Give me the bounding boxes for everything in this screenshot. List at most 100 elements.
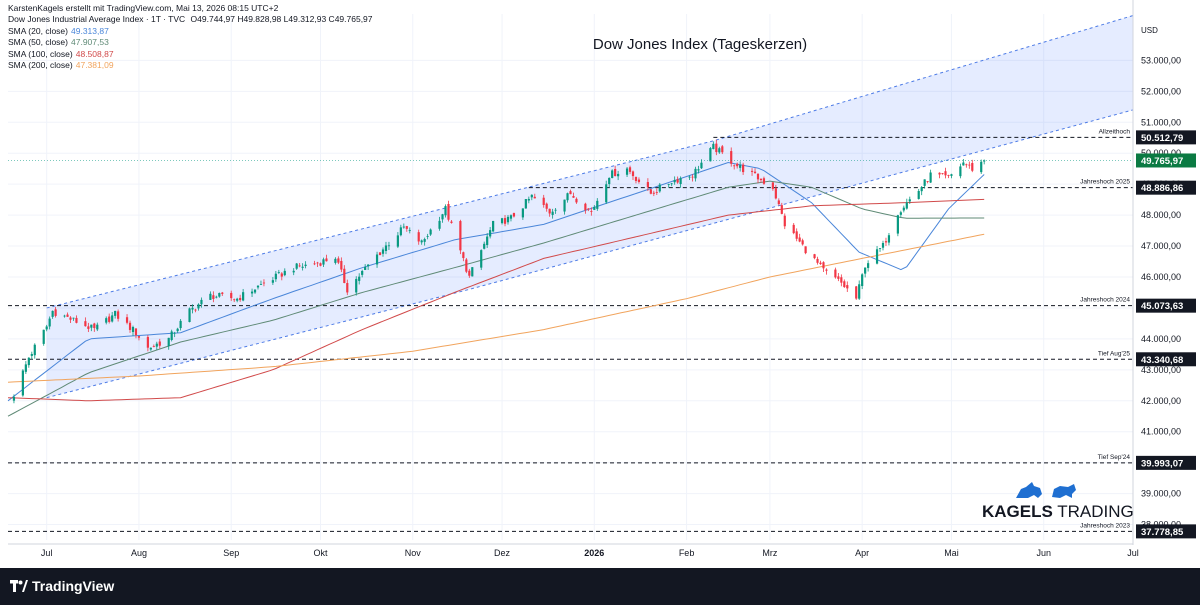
price-axis-bg: [1133, 0, 1200, 568]
level-price-label: 37.778,85: [1141, 527, 1184, 538]
candle: [759, 178, 763, 183]
candle: [426, 233, 429, 240]
candle: [489, 227, 492, 239]
candle: [84, 317, 87, 327]
candle-body: [941, 173, 944, 175]
candle-body: [117, 311, 120, 319]
candle: [152, 344, 155, 348]
candle: [459, 219, 462, 255]
candle: [846, 281, 849, 292]
candle: [12, 394, 16, 404]
candle-body: [905, 202, 908, 209]
tradingview-logo[interactable]: TradingView: [10, 578, 114, 594]
candle-body: [167, 337, 170, 347]
candle: [679, 176, 682, 188]
candle: [605, 180, 608, 204]
candle-body: [149, 347, 152, 350]
candle: [524, 198, 527, 209]
candle: [896, 214, 899, 237]
candle: [194, 308, 197, 313]
candle: [593, 205, 596, 210]
indicator-sma50[interactable]: SMA (50, close) 47.907,53: [8, 37, 373, 48]
candle: [179, 319, 182, 331]
last-price-tag: [1136, 153, 1196, 168]
candle: [733, 164, 736, 170]
candle: [980, 159, 983, 174]
candle: [899, 210, 902, 218]
indicator-label: SMA (100, close): [8, 48, 73, 59]
level-price-tag: [1136, 130, 1196, 145]
y-tick-label: 46.000,00: [1141, 272, 1181, 282]
y-tick-label: 39.000,00: [1141, 489, 1181, 499]
candle-body: [313, 263, 316, 265]
candle-body: [920, 187, 923, 192]
candle-body: [137, 336, 141, 338]
candle-body: [971, 162, 974, 171]
indicator-sma20[interactable]: SMA (20, close) 49.313,87: [8, 26, 373, 37]
candle-body: [486, 236, 489, 246]
candle-body: [218, 292, 221, 297]
candle: [655, 188, 658, 196]
candle: [51, 310, 54, 319]
candle-body: [795, 231, 798, 239]
candle: [917, 188, 920, 200]
candle-body: [548, 208, 551, 214]
candle-body: [524, 199, 527, 209]
candle: [867, 260, 870, 272]
indicator-sma200[interactable]: SMA (200, close) 47.381,09: [8, 60, 373, 71]
level-price-tag: [1136, 352, 1196, 367]
candle-body: [792, 224, 795, 234]
candle-body: [667, 184, 670, 185]
candle: [617, 170, 620, 181]
x-tick-label: Feb: [679, 548, 695, 558]
candle-body: [500, 218, 504, 224]
candle: [944, 167, 947, 179]
symbol-name[interactable]: Dow Jones Industrial Average Index · 1T …: [8, 14, 186, 25]
currency-label: USD: [1141, 26, 1158, 35]
candle: [233, 298, 236, 303]
candle-body: [215, 296, 218, 298]
candle: [649, 188, 652, 195]
candle-body: [774, 188, 777, 199]
candle: [637, 177, 641, 184]
candle: [884, 237, 888, 247]
candle: [887, 232, 891, 246]
trend-channel-lower: [46, 109, 1134, 399]
candle-body: [93, 323, 96, 329]
candle: [176, 327, 179, 333]
candle-body: [631, 171, 635, 177]
candle-body: [375, 254, 379, 265]
candle: [822, 261, 825, 272]
candle: [792, 223, 795, 235]
candle-body: [861, 274, 864, 287]
candle-body: [902, 207, 905, 211]
candle-body: [417, 232, 420, 242]
candle-body: [673, 180, 676, 183]
candle: [521, 208, 524, 220]
candle: [503, 215, 507, 227]
indicator-sma100[interactable]: SMA (100, close) 48.508,87: [8, 49, 373, 60]
candle-body: [700, 162, 703, 169]
x-tick-label: 2026: [584, 548, 604, 558]
candle-body: [617, 173, 620, 177]
candle-body: [280, 273, 283, 277]
candle: [471, 267, 474, 277]
candle: [694, 166, 697, 182]
price-chart[interactable]: Allzeithoch Jahreshoch 2025 Jahreshoch 202…: [0, 0, 1200, 568]
candle-body: [756, 173, 760, 180]
candle-body: [965, 164, 968, 166]
candle-body: [111, 315, 114, 322]
candle-body: [917, 190, 920, 199]
candle: [715, 139, 718, 156]
candle: [688, 175, 691, 180]
candle: [117, 309, 120, 322]
candle-body: [131, 326, 135, 332]
candle-body: [614, 169, 617, 177]
candle: [259, 280, 263, 286]
candle: [783, 213, 786, 230]
candle: [801, 238, 804, 246]
candle: [777, 198, 780, 206]
y-tick-label: 48.000,00: [1141, 210, 1181, 220]
candle: [843, 279, 846, 288]
candle: [855, 285, 858, 300]
